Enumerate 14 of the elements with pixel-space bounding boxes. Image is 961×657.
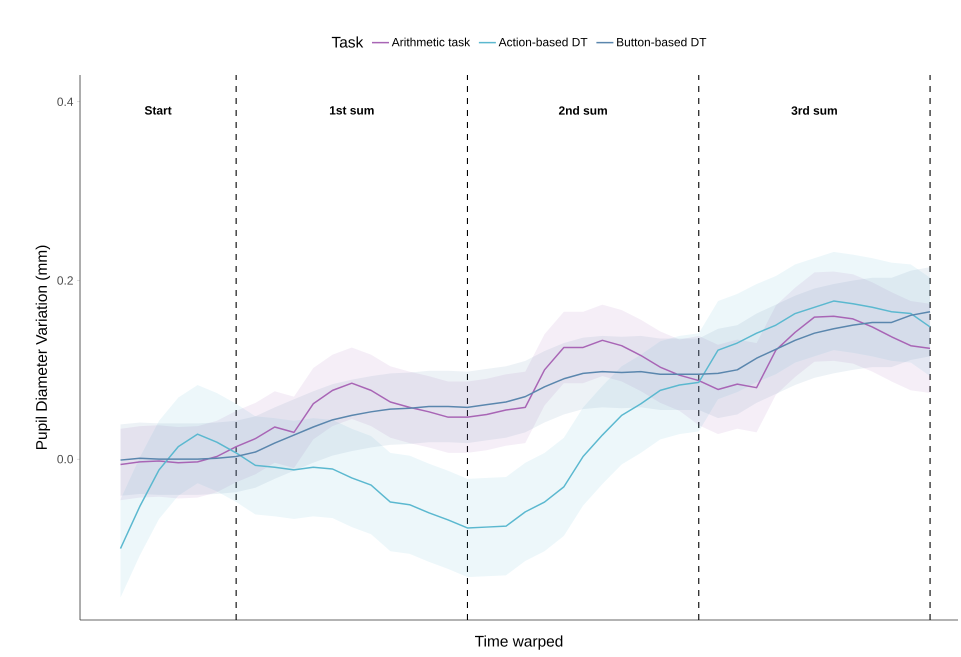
- annotation: 3rd sum: [791, 106, 837, 115]
- legend-label: Button-based DT: [617, 38, 706, 46]
- annotation: 2nd sum: [558, 106, 607, 115]
- y-tick-label: 0.2: [57, 276, 73, 285]
- y-tick-label: 0.0: [57, 454, 74, 464]
- y-axis-title: Pupil Diameter Variation (mm): [36, 246, 50, 450]
- legend-label: Action-based DT: [498, 38, 588, 46]
- x-axis-title: Time warped: [475, 635, 562, 650]
- annotation: Start: [144, 106, 172, 115]
- annotation: 1st sum: [330, 106, 374, 115]
- y-tick-label: 0.4: [57, 98, 74, 106]
- line-series: [120, 300, 931, 550]
- legend-title: Task: [332, 36, 364, 48]
- legend-label: Arithmetic task: [392, 38, 470, 46]
